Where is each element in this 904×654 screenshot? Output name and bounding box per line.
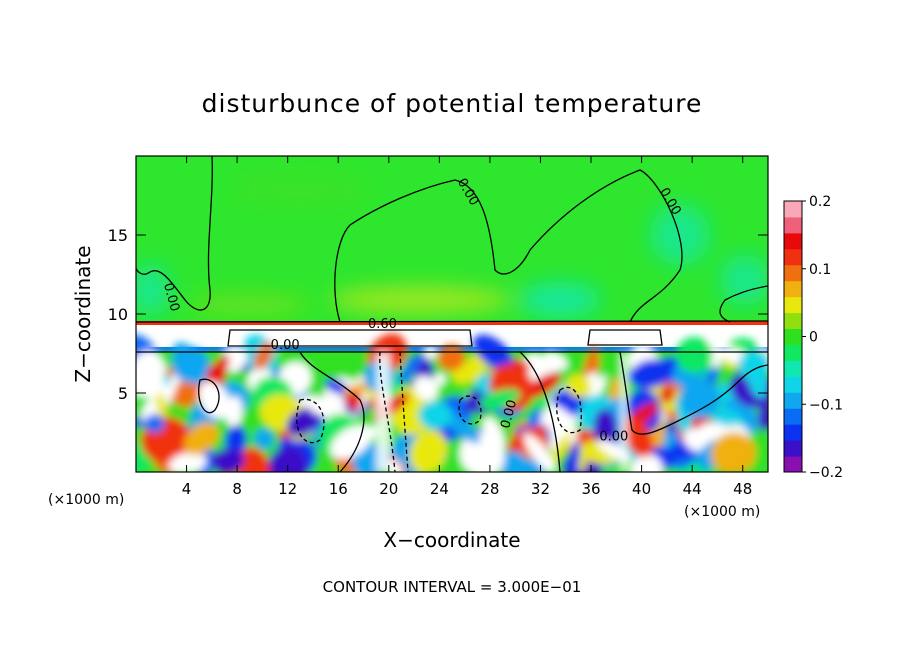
- upper-disturbance-layer: [136, 170, 768, 318]
- lower-turbulent-layer: [136, 333, 768, 472]
- colorbar-segment: [784, 248, 802, 266]
- colorbar-segment: [784, 360, 802, 377]
- colorbar-tick-label: −0.1: [809, 397, 843, 413]
- x-tick-label: 48: [733, 480, 752, 498]
- x-tick-label: 20: [379, 480, 398, 498]
- inversion-band-white: [136, 325, 768, 347]
- chart-title: disturbunce of potential temperature: [202, 89, 703, 118]
- colorbar-segment: [784, 424, 802, 441]
- x-tick-label: 40: [632, 480, 651, 498]
- contour-label: 0.60: [368, 317, 397, 332]
- colorbar-segment: [784, 201, 802, 218]
- contour-interval-footer: CONTOUR INTERVAL = 3.000E−01: [323, 578, 582, 596]
- y-tick-label: 5: [118, 384, 128, 403]
- contour-label: 0.00: [599, 429, 628, 444]
- contour-label: 0.00: [160, 281, 182, 313]
- colorbar-segment: [784, 216, 802, 234]
- colorbar-segment: [784, 264, 802, 282]
- x-tick-label: 4: [182, 480, 192, 498]
- colorbar-segment: [784, 376, 802, 393]
- colorbar-tick-label: −0.2: [809, 465, 843, 481]
- colorbar-tick-label: 0.1: [809, 262, 831, 278]
- colorbar-segment: [784, 408, 802, 425]
- y-axis: 5 10 15: [108, 226, 768, 403]
- x-tick-label: 28: [480, 480, 499, 498]
- colorbar-segment: [784, 232, 802, 250]
- inversion-band-red: [136, 321, 768, 325]
- contour-label: 0.00: [498, 398, 520, 430]
- colorbar-segment: [784, 440, 802, 457]
- y-tick-label: 15: [108, 226, 128, 245]
- colorbar-segment: [784, 344, 802, 361]
- x-tick-label: 36: [581, 480, 600, 498]
- x-tick-label: 8: [232, 480, 242, 498]
- colorbar-tick-label: 0: [809, 330, 818, 346]
- x-axis: 4 8 12 16 20 24 28 32 36 40 44 48: [182, 156, 752, 498]
- colorbar-segment: [784, 328, 802, 345]
- colorbar-segment: [784, 280, 802, 298]
- x-tick-label: 12: [278, 480, 297, 498]
- colorbar-segment: [784, 296, 802, 314]
- x-tick-label: 24: [430, 480, 449, 498]
- x-tick-label: 32: [531, 480, 550, 498]
- contour-lines: [136, 156, 768, 472]
- x-tick-label: 16: [329, 480, 348, 498]
- x-unit-left: (×1000 m): [48, 492, 124, 508]
- x-unit-right: (×1000 m): [684, 504, 760, 520]
- colorbar-segment: [784, 392, 802, 409]
- colorbar-tick-label: 0.2: [809, 194, 831, 210]
- colorbar-segment: [784, 456, 802, 473]
- x-tick-label: 44: [683, 480, 702, 498]
- plot-area: [136, 156, 768, 472]
- y-axis-label: Z−coordinate: [71, 245, 95, 382]
- x-axis-label: X−coordinate: [383, 528, 520, 552]
- y-tick-label: 10: [108, 305, 128, 324]
- contour-label: 0.00: [271, 338, 300, 353]
- colorbar: 0.2 0.1 0 −0.1 −0.2: [783, 194, 843, 481]
- colorbar-segment: [784, 312, 802, 330]
